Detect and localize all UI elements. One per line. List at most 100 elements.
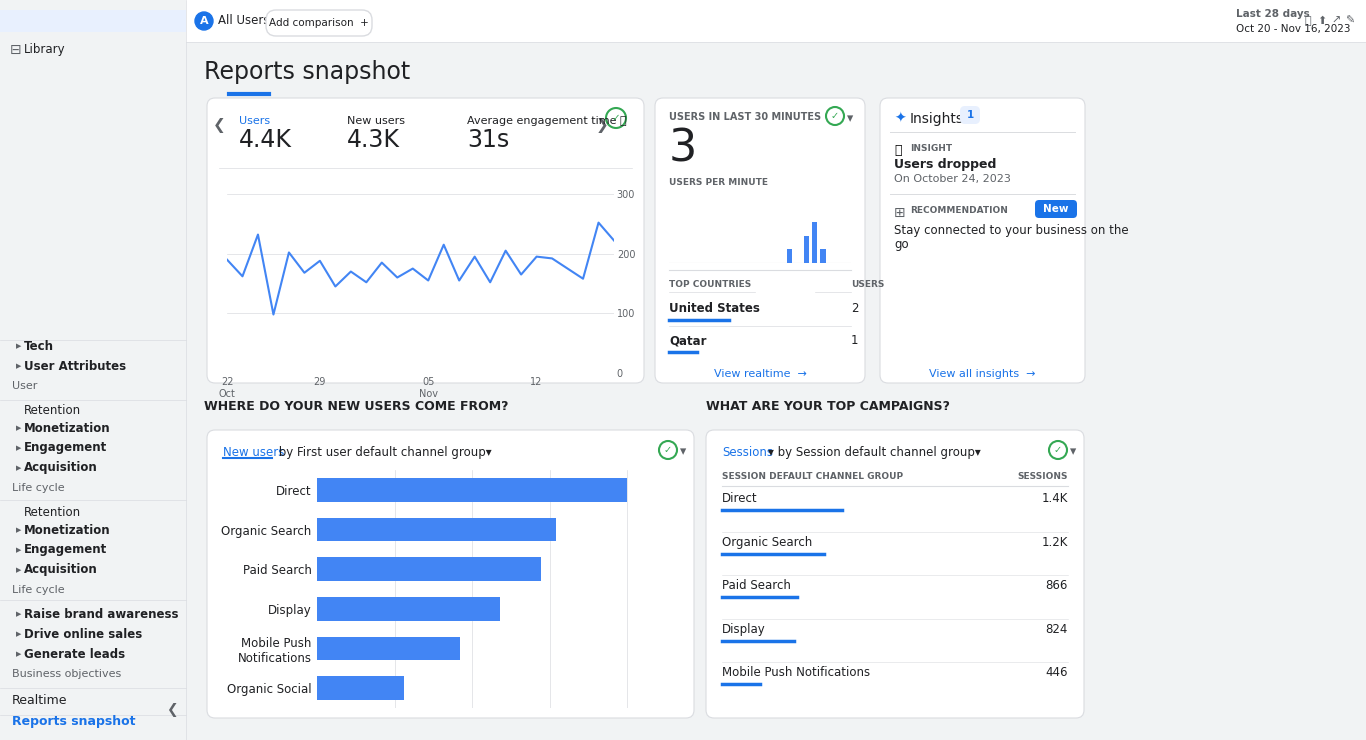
Text: Drive online sales: Drive online sales: [25, 628, 142, 641]
Text: 824: 824: [1045, 623, 1068, 636]
Text: Raise brand awareness: Raise brand awareness: [25, 608, 179, 621]
Text: Add comparison  +: Add comparison +: [269, 18, 369, 28]
Text: Life cycle: Life cycle: [12, 483, 64, 493]
Text: Insights: Insights: [910, 112, 964, 126]
Text: 1: 1: [966, 110, 974, 120]
Text: User: User: [12, 381, 37, 391]
Text: Business objectives: Business objectives: [12, 669, 122, 679]
Text: ▶: ▶: [16, 343, 22, 349]
Text: ▶: ▶: [16, 363, 22, 369]
Text: ▶: ▶: [16, 527, 22, 533]
Text: United States: United States: [669, 302, 759, 315]
Text: 3: 3: [669, 128, 698, 171]
Text: ✓: ✓: [831, 111, 839, 121]
Text: Engagement: Engagement: [25, 442, 108, 454]
Text: ▶: ▶: [16, 445, 22, 451]
Text: 446: 446: [1045, 667, 1068, 679]
Text: View realtime  →: View realtime →: [713, 369, 806, 379]
Text: All Users: All Users: [219, 15, 269, 27]
Text: Generate leads: Generate leads: [25, 648, 126, 661]
FancyBboxPatch shape: [0, 0, 186, 740]
Text: ⊟: ⊟: [10, 43, 22, 57]
Text: ⬜: ⬜: [1305, 16, 1311, 26]
Text: ▶: ▶: [16, 631, 22, 637]
FancyBboxPatch shape: [1035, 200, 1076, 218]
Text: Tech: Tech: [25, 340, 55, 352]
Bar: [317, 478, 627, 502]
Text: ✓: ✓: [664, 445, 672, 455]
Text: ▾: ▾: [1070, 445, 1076, 458]
Text: ✎: ✎: [1346, 16, 1355, 26]
Text: Realtime: Realtime: [12, 693, 67, 707]
Text: WHERE DO YOUR NEW USERS COME FROM?: WHERE DO YOUR NEW USERS COME FROM?: [204, 400, 508, 413]
Bar: [317, 597, 500, 621]
FancyBboxPatch shape: [0, 10, 186, 32]
Text: Display: Display: [723, 623, 766, 636]
Bar: [317, 676, 404, 700]
Text: User Attributes: User Attributes: [25, 360, 126, 372]
Text: ✦: ✦: [893, 112, 906, 126]
Text: Monetization: Monetization: [25, 422, 111, 434]
Text: ▶: ▶: [16, 567, 22, 573]
Text: go: go: [893, 238, 908, 251]
Text: Monetization: Monetization: [25, 523, 111, 536]
Text: INSIGHT: INSIGHT: [910, 144, 952, 153]
Circle shape: [658, 441, 678, 459]
FancyBboxPatch shape: [880, 98, 1085, 383]
Text: USERS IN LAST 30 MINUTES: USERS IN LAST 30 MINUTES: [669, 112, 821, 122]
Text: ▶: ▶: [16, 465, 22, 471]
Text: 2: 2: [851, 302, 858, 315]
Text: 31s: 31s: [467, 128, 510, 152]
Text: A: A: [199, 16, 208, 26]
Text: Acquisition: Acquisition: [25, 462, 98, 474]
FancyBboxPatch shape: [186, 0, 1366, 42]
Text: Mobile Push Notifications: Mobile Push Notifications: [723, 667, 870, 679]
Text: 4.4K: 4.4K: [239, 128, 292, 152]
Text: SESSIONS: SESSIONS: [1018, 472, 1068, 481]
Text: ▶: ▶: [16, 547, 22, 553]
Text: ✓: ✓: [612, 113, 620, 123]
FancyBboxPatch shape: [266, 10, 372, 36]
Text: Users: Users: [239, 116, 270, 126]
Text: Average engagement time ⓘ: Average engagement time ⓘ: [467, 116, 627, 126]
Text: Acquisition: Acquisition: [25, 563, 98, 576]
Text: Last 28 days: Last 28 days: [1236, 9, 1310, 19]
Text: ▶: ▶: [16, 425, 22, 431]
FancyBboxPatch shape: [208, 430, 694, 718]
Text: On October 24, 2023: On October 24, 2023: [893, 174, 1011, 184]
Text: Users dropped: Users dropped: [893, 158, 996, 171]
Bar: [803, 235, 809, 263]
Text: by First user default channel group▾: by First user default channel group▾: [275, 446, 492, 459]
Text: ✓: ✓: [1055, 445, 1061, 455]
Text: View all insights  →: View all insights →: [929, 369, 1035, 379]
Text: Direct: Direct: [723, 492, 758, 505]
FancyBboxPatch shape: [656, 98, 865, 383]
Text: ▾: ▾: [847, 112, 854, 125]
Text: USERS PER MINUTE: USERS PER MINUTE: [669, 178, 768, 187]
Text: ⬆: ⬆: [1317, 16, 1326, 26]
Text: New users: New users: [347, 116, 404, 126]
Text: New: New: [1044, 204, 1068, 214]
Text: ❯: ❯: [596, 118, 609, 133]
Text: Sessions: Sessions: [723, 446, 773, 459]
Text: 1.2K: 1.2K: [1042, 536, 1068, 548]
Text: RECOMMENDATION: RECOMMENDATION: [910, 206, 1008, 215]
Text: SESSION DEFAULT CHANNEL GROUP: SESSION DEFAULT CHANNEL GROUP: [723, 472, 903, 481]
Text: Library: Library: [25, 44, 66, 56]
Text: 4.3K: 4.3K: [347, 128, 400, 152]
Text: WHAT ARE YOUR TOP CAMPAIGNS?: WHAT ARE YOUR TOP CAMPAIGNS?: [706, 400, 949, 413]
Text: ▶: ▶: [16, 611, 22, 617]
Circle shape: [607, 108, 626, 128]
Text: ▾ by Session default channel group▾: ▾ by Session default channel group▾: [768, 446, 981, 459]
Text: Paid Search: Paid Search: [723, 579, 791, 592]
Text: New users: New users: [223, 446, 284, 459]
Text: Organic Search: Organic Search: [723, 536, 813, 548]
Text: Retention: Retention: [25, 403, 81, 417]
Bar: [317, 557, 541, 581]
Bar: [317, 636, 460, 660]
Text: ▶: ▶: [16, 651, 22, 657]
FancyBboxPatch shape: [960, 106, 979, 124]
Text: 📈: 📈: [893, 144, 902, 157]
Text: TOP COUNTRIES: TOP COUNTRIES: [669, 280, 751, 289]
Text: ↗: ↗: [1332, 16, 1340, 26]
